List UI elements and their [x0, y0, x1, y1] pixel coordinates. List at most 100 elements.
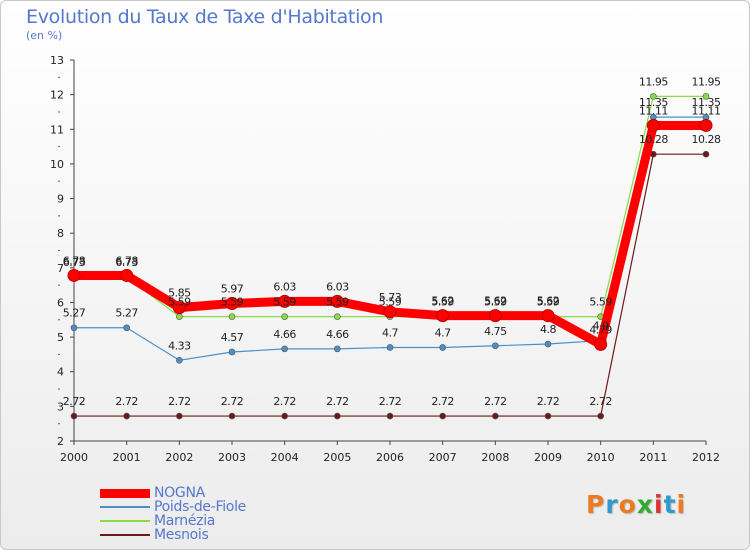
y-tick-label: 11 [50, 123, 64, 136]
data-label: 10.28 [639, 133, 668, 146]
data-point [492, 412, 499, 420]
logo-letter: i [676, 490, 687, 519]
data-point [702, 150, 710, 158]
data-point [544, 340, 552, 348]
logo-letter: o [618, 490, 637, 519]
data-label: 2.72 [484, 395, 507, 408]
y-tick-label: 9 [57, 193, 64, 206]
y-tick-label: 8 [57, 227, 64, 240]
data-point [278, 294, 292, 308]
data-label: 6.03 [273, 280, 296, 293]
data-label: 11.11 [692, 104, 721, 117]
data-label: 4.79 [589, 323, 612, 336]
data-point [488, 309, 502, 323]
data-label: 6.73 [63, 256, 86, 269]
data-point [646, 118, 660, 132]
data-point [281, 313, 288, 320]
data-label: 2.72 [221, 395, 244, 408]
data-label: 5.59 [589, 296, 612, 309]
data-point [123, 324, 130, 332]
data-label: 5.59 [168, 296, 191, 309]
data-label: 5.85 [168, 287, 191, 300]
data-label: 5.59 [273, 296, 296, 309]
logo-letter: t [663, 490, 677, 519]
legend-swatch [100, 520, 150, 522]
data-label: 2.72 [63, 395, 86, 408]
data-point [650, 93, 657, 100]
data-label: 4.57 [221, 331, 244, 344]
data-label: 4.8 [540, 323, 556, 336]
legend-swatch [100, 506, 150, 508]
y-tick-label: 13 [50, 54, 64, 67]
x-tick-label: 2003 [218, 451, 246, 464]
data-label: 2.72 [379, 395, 402, 408]
y-tick-label: 5 [57, 331, 64, 344]
chart-title: Evolution du Taux de Taxe d'Habitation [26, 6, 384, 28]
logo-letter: r [605, 490, 619, 519]
x-tick-label: 2004 [271, 451, 299, 464]
logo-letter: i [654, 490, 664, 519]
data-point [334, 412, 341, 420]
data-point [334, 313, 341, 320]
y-tick-label: 4 [57, 366, 64, 379]
data-point [439, 412, 446, 420]
data-point [334, 345, 341, 353]
data-point [228, 412, 236, 420]
data-label: 5.59 [221, 296, 244, 309]
data-label: 4.75 [484, 325, 507, 338]
data-label: 4.66 [326, 328, 349, 341]
legend-swatch [100, 534, 150, 536]
data-label: 5.97 [221, 282, 244, 295]
x-tick-label: 2002 [165, 451, 193, 464]
y-tick-label: 6 [57, 296, 64, 309]
logo-letter: P [586, 490, 606, 519]
data-point [172, 301, 186, 315]
legend-label: NOGNA [154, 485, 205, 501]
data-label: 4.66 [273, 328, 296, 341]
y-tick-label: 12 [50, 89, 64, 102]
data-point [70, 324, 78, 332]
data-point [699, 118, 713, 132]
data-label: 5.59 [431, 296, 454, 309]
data-label: 11.11 [639, 104, 668, 117]
y-tick-label: 2 [57, 435, 64, 448]
data-point [225, 296, 239, 310]
x-tick-label: 2005 [323, 451, 351, 464]
data-point [123, 412, 130, 420]
y-tick-label: 10 [50, 158, 64, 171]
data-point [228, 348, 236, 356]
data-label: 5.27 [63, 307, 86, 320]
data-point [176, 356, 183, 364]
data-label: 4.7 [382, 326, 398, 339]
data-label: 6.78 [115, 254, 138, 267]
x-tick-label: 2010 [587, 451, 615, 464]
data-point [597, 412, 604, 420]
data-label: 2.72 [168, 395, 191, 408]
x-tick-label: 2006 [376, 451, 404, 464]
data-point [70, 412, 78, 420]
data-point [702, 93, 710, 100]
y-tick-label: 3 [57, 400, 64, 413]
data-point [544, 412, 552, 420]
data-point [386, 412, 394, 420]
data-point [594, 337, 608, 351]
data-point [176, 412, 183, 420]
legend-label: Mesnois [154, 527, 209, 543]
data-label: 5.62 [484, 295, 507, 308]
data-label: 2.72 [115, 395, 138, 408]
data-label: 5.59 [484, 296, 507, 309]
data-point [67, 268, 81, 282]
data-label: 2.72 [326, 395, 349, 408]
logo-letter: x [636, 490, 654, 519]
data-label: 5.59 [379, 296, 402, 309]
data-label: 5.27 [115, 307, 138, 320]
data-point [228, 313, 236, 320]
data-point [439, 344, 446, 351]
data-label: 5.59 [537, 296, 560, 309]
data-label: 2.72 [273, 395, 296, 408]
data-label: 5.59 [326, 296, 349, 309]
data-point [281, 412, 288, 420]
data-label: 5.62 [537, 295, 560, 308]
data-label: 11.95 [639, 75, 668, 88]
